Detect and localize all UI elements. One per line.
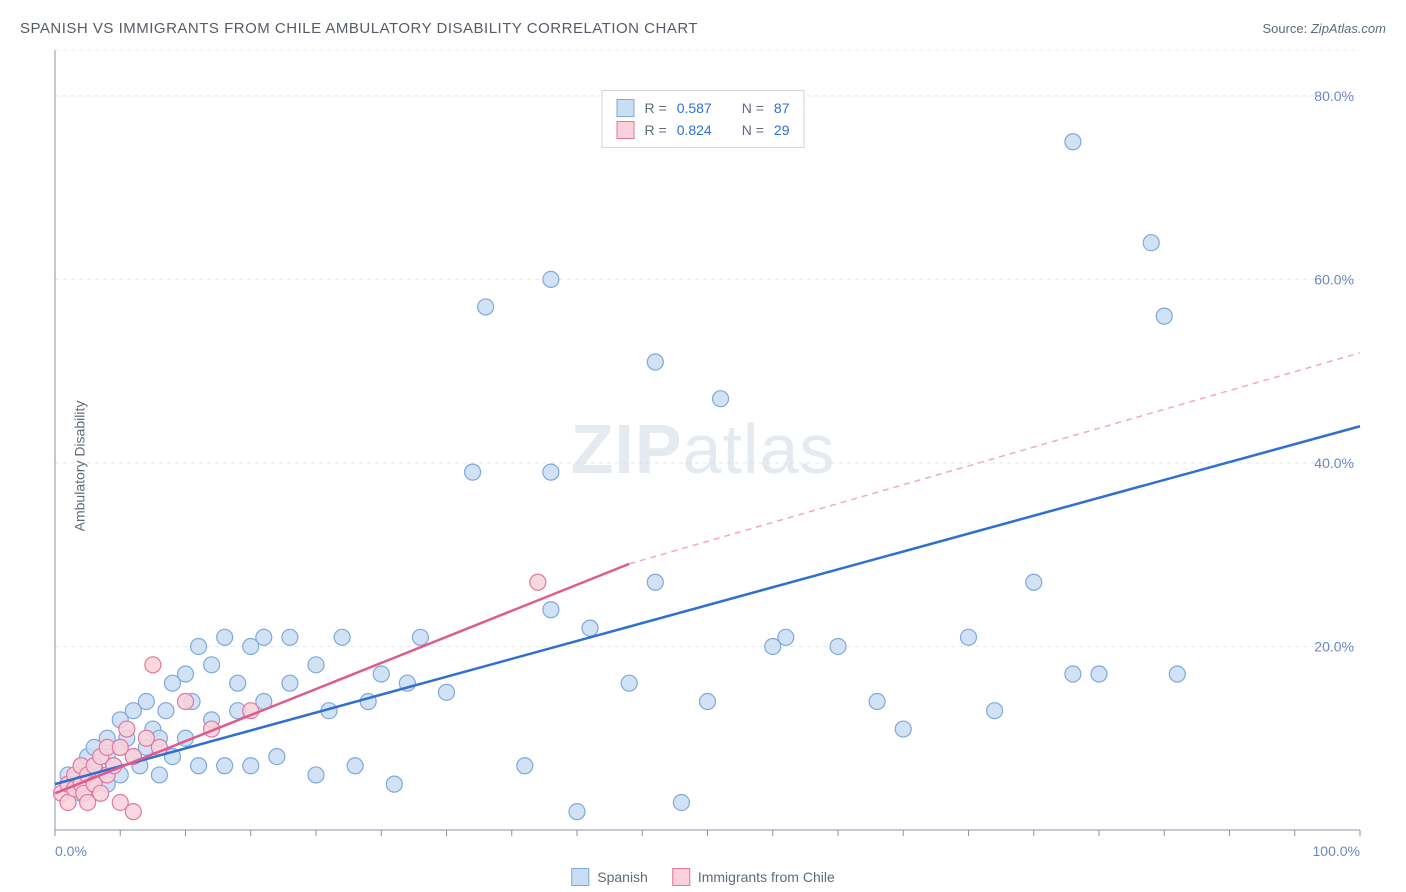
legend-item-chile: Immigrants from Chile (672, 868, 835, 886)
legend-label-chile: Immigrants from Chile (698, 869, 835, 885)
n-label: N = (742, 119, 764, 141)
stat-legend: R = 0.587 N = 87 R = 0.824 N = 29 (602, 90, 805, 148)
chart-source: Source: ZipAtlas.com (1262, 21, 1386, 36)
r-label: R = (645, 97, 667, 119)
swatch-chile (672, 868, 690, 886)
svg-text:20.0%: 20.0% (1314, 638, 1354, 654)
scatter-plot-svg: 0.0% 100.0% 20.0% 40.0% 60.0% 80.0% (0, 40, 1406, 892)
source-label: Source: (1262, 21, 1310, 36)
n-value-chile: 29 (774, 119, 790, 141)
svg-text:40.0%: 40.0% (1314, 455, 1354, 471)
y-axis-label: Ambulatory Disability (71, 401, 87, 532)
r-value-chile: 0.824 (677, 119, 712, 141)
swatch-spanish (571, 868, 589, 886)
chart-area: Ambulatory Disability ZIPatlas 0.0%100.0… (0, 40, 1406, 892)
n-label: N = (742, 97, 764, 119)
svg-text:60.0%: 60.0% (1314, 271, 1354, 287)
stat-row-spanish: R = 0.587 N = 87 (617, 97, 790, 119)
r-label: R = (645, 119, 667, 141)
r-value-spanish: 0.587 (677, 97, 712, 119)
stat-row-chile: R = 0.824 N = 29 (617, 119, 790, 141)
swatch-spanish (617, 99, 635, 117)
swatch-chile (617, 121, 635, 139)
n-value-spanish: 87 (774, 97, 790, 119)
legend-label-spanish: Spanish (597, 869, 648, 885)
svg-text:80.0%: 80.0% (1314, 88, 1354, 104)
bottom-legend: Spanish Immigrants from Chile (571, 868, 835, 886)
svg-text:100.0%: 100.0% (1313, 843, 1360, 859)
chart-title: SPANISH VS IMMIGRANTS FROM CHILE AMBULAT… (20, 20, 698, 37)
source-value: ZipAtlas.com (1311, 21, 1386, 36)
svg-text:0.0%: 0.0% (55, 843, 87, 859)
legend-item-spanish: Spanish (571, 868, 648, 886)
